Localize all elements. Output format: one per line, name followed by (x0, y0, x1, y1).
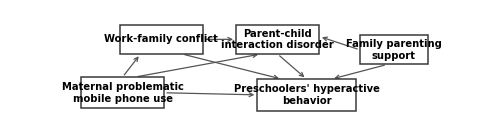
FancyBboxPatch shape (360, 35, 428, 64)
Text: Maternal problematic
mobile phone use: Maternal problematic mobile phone use (62, 82, 184, 104)
FancyBboxPatch shape (257, 79, 356, 111)
Text: Family parenting
support: Family parenting support (346, 39, 442, 61)
Text: Preschoolers' hyperactive
behavior: Preschoolers' hyperactive behavior (234, 84, 380, 106)
FancyBboxPatch shape (120, 25, 203, 54)
Text: Parent-child
interaction disorder: Parent-child interaction disorder (221, 29, 334, 50)
Text: Work-family conflict: Work-family conflict (104, 34, 218, 44)
FancyBboxPatch shape (81, 77, 164, 109)
FancyBboxPatch shape (236, 25, 319, 54)
